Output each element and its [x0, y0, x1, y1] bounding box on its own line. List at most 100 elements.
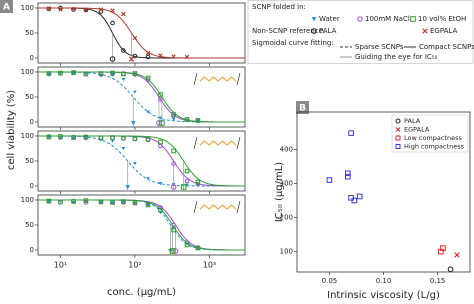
marker-square	[71, 70, 76, 75]
marker-triangle	[110, 201, 115, 205]
marker-x	[98, 7, 104, 12]
marker-square	[195, 179, 201, 185]
marker-square	[180, 184, 187, 190]
marker-x	[71, 6, 76, 12]
legend-title: SCNP folded in:	[252, 3, 306, 11]
y-tick-label: 0	[30, 246, 34, 254]
marker-square	[440, 245, 446, 251]
marker-triangle	[146, 177, 150, 181]
marker-square	[98, 135, 104, 141]
marker-circle	[395, 118, 401, 124]
marker-circle	[357, 16, 363, 22]
legend-box	[391, 114, 469, 153]
marker-square	[356, 193, 363, 200]
marker-triangle	[121, 201, 126, 205]
marker-square	[345, 173, 351, 180]
molecule-sketch	[199, 76, 237, 82]
x-axis-label: conc. (µg/mL)	[107, 287, 176, 298]
legend-title: Sigmoidal curve fitting:	[252, 39, 334, 47]
legend-label: PALA	[404, 117, 421, 125]
marker-square	[58, 134, 63, 139]
y-tick-label: 0	[30, 118, 34, 126]
marker-triangle	[125, 185, 131, 190]
marker-square	[184, 242, 190, 248]
marker-circle	[132, 53, 138, 59]
marker-circle	[121, 48, 126, 53]
marker-triangle	[171, 118, 176, 122]
marker-square	[121, 135, 126, 141]
marker-square	[121, 71, 126, 77]
y-axis-label: IC₅₀ (µg/mL)	[274, 162, 285, 222]
y-tick-label: 0	[30, 54, 34, 62]
molecule-bracket	[193, 200, 241, 214]
marker-square	[410, 16, 416, 22]
marker-circle	[158, 97, 163, 102]
marker-circle	[311, 28, 317, 34]
x-tick-label: 0.05	[322, 277, 338, 285]
marker-square	[71, 135, 76, 140]
marker-square	[158, 139, 163, 145]
marker-triangle	[58, 136, 63, 140]
marker-x	[454, 252, 460, 258]
marker-x	[58, 7, 63, 12]
marker-triangle	[121, 147, 126, 151]
marker-square	[195, 245, 201, 251]
marker-square	[158, 92, 163, 97]
marker-x	[158, 53, 163, 58]
marker-square	[110, 200, 115, 205]
y-tick-label: 100	[21, 4, 34, 12]
marker-x	[128, 56, 135, 62]
marker-square	[171, 112, 176, 117]
marker-square	[110, 135, 115, 140]
fit-curve	[38, 71, 245, 123]
marker-triangle	[84, 72, 88, 76]
marker-triangle	[47, 200, 51, 204]
marker-square	[348, 130, 354, 136]
marker-x	[184, 54, 190, 60]
marker-circle	[171, 161, 176, 166]
marker-x	[422, 28, 428, 34]
marker-x	[83, 7, 89, 13]
marker-square	[159, 120, 165, 126]
marker-x	[110, 8, 115, 13]
marker-triangle	[311, 17, 317, 22]
marker-square	[132, 200, 138, 206]
marker-square	[145, 202, 151, 208]
y-tick-label: 0	[30, 182, 34, 190]
marker-square	[46, 71, 52, 76]
legend-label: Sparse SCNPs	[355, 43, 404, 51]
y-axis-label: cell viability (%)	[6, 90, 17, 170]
y-tick-label: 100	[21, 68, 34, 76]
marker-square	[395, 144, 401, 149]
panel-label-box	[0, 0, 13, 13]
y-tick-label: 100	[21, 196, 34, 204]
marker-square	[46, 134, 52, 140]
marker-circle	[110, 20, 115, 26]
legend-title: Non-SCNP reference:	[252, 27, 325, 35]
x-tick-label: 10³	[203, 261, 216, 270]
marker-circle	[170, 184, 177, 190]
panel-label-box	[296, 101, 309, 114]
marker-triangle	[47, 73, 51, 77]
y-tick-label: 50	[25, 29, 34, 37]
legend-label: PALA	[319, 27, 337, 35]
x-tick-label: 0.15	[430, 277, 446, 285]
y-tick-label: 50	[25, 93, 34, 101]
marker-square	[83, 134, 89, 140]
legend-label: 100mM NaCl	[365, 15, 410, 23]
marker-square	[326, 177, 333, 183]
marker-square	[169, 248, 176, 254]
marker-x	[395, 127, 401, 132]
marker-square	[158, 207, 163, 213]
marker-square	[171, 148, 176, 154]
marker-square	[98, 71, 104, 76]
y-tick-label: 400	[280, 145, 293, 153]
marker-square	[58, 199, 63, 205]
x-tick-label: 10²	[128, 261, 141, 270]
marker-circle	[184, 240, 190, 245]
legend-label: Water	[319, 15, 340, 23]
marker-triangle	[133, 162, 137, 166]
marker-triangle	[146, 110, 150, 114]
marker-triangle	[133, 90, 137, 94]
legend-label: 10 vol% EtOH	[418, 15, 466, 23]
